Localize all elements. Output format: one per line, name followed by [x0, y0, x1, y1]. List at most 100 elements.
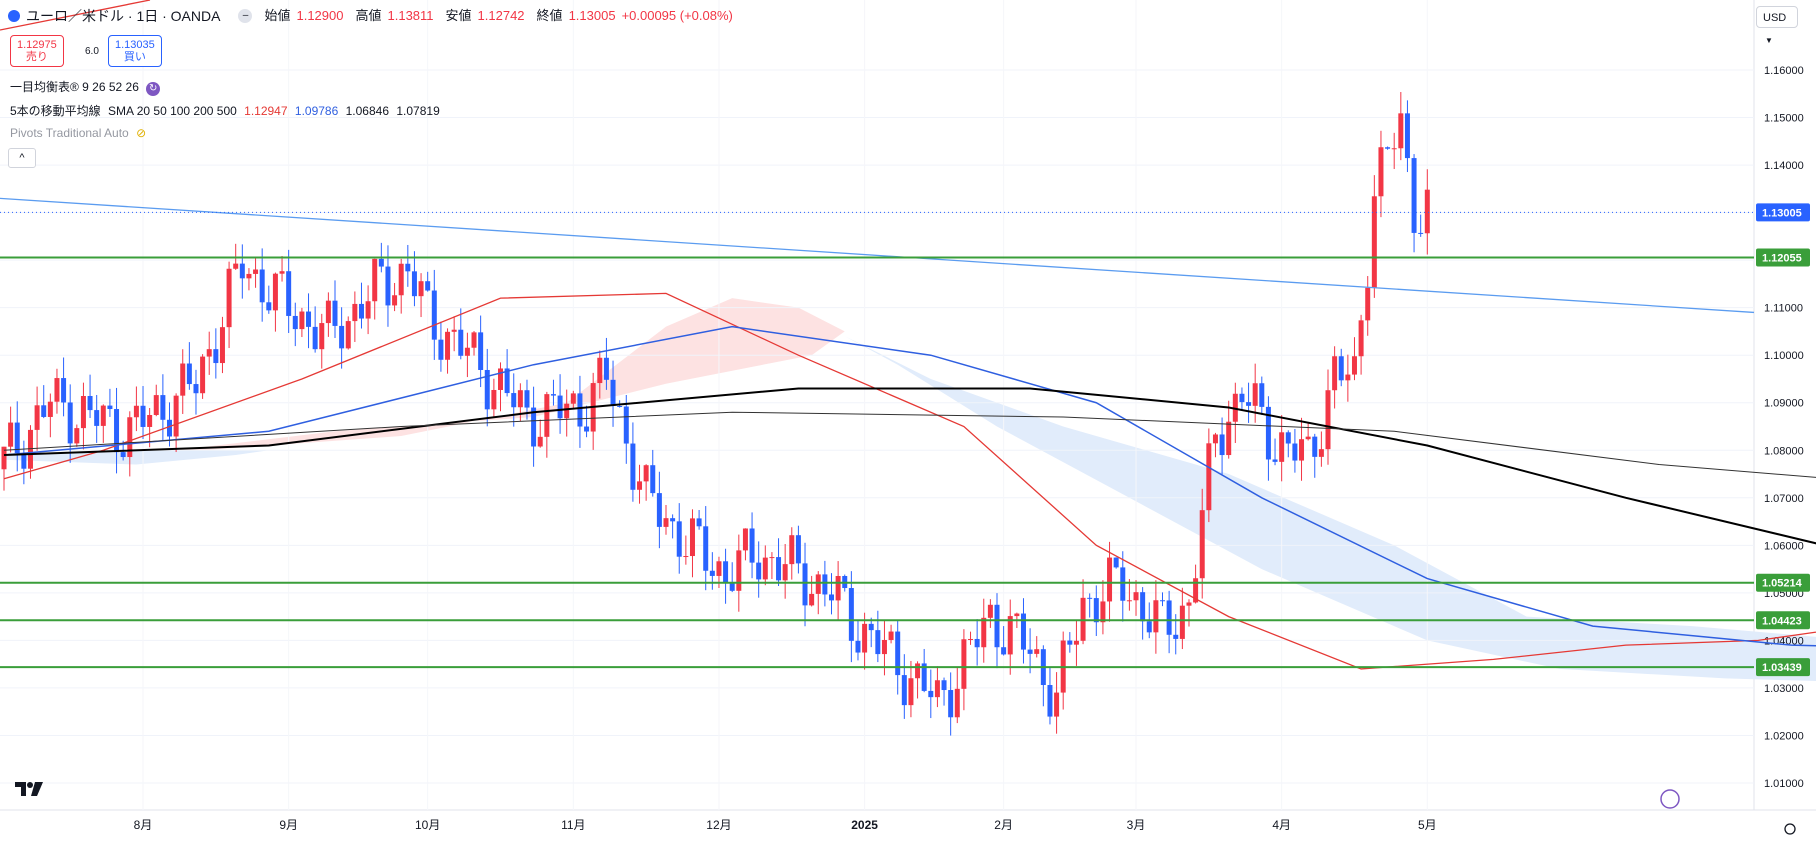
- candle-body: [809, 593, 815, 606]
- candle-body: [352, 303, 358, 322]
- sma-line-3: [3, 387, 1816, 545]
- candle-body: [961, 639, 967, 689]
- candle-body: [835, 575, 841, 601]
- candle-body: [478, 332, 484, 370]
- pivots-legend[interactable]: Pivots Traditional Auto ⊘: [10, 126, 146, 140]
- collapse-indicators-button[interactable]: ^: [8, 148, 36, 168]
- candle-body: [1226, 421, 1232, 456]
- candle-body: [1292, 443, 1298, 461]
- candle-body: [1338, 356, 1344, 381]
- close-value: 1.13005: [568, 8, 616, 23]
- sell-label: 売り: [25, 51, 48, 63]
- symbol-logo-icon: [8, 10, 20, 22]
- candle-body: [1206, 443, 1212, 511]
- candle-body: [180, 363, 186, 396]
- candle-body: [1246, 402, 1252, 406]
- candle-body: [1219, 434, 1225, 456]
- candle-body: [663, 518, 669, 527]
- candle-body: [656, 493, 662, 527]
- candle-body: [1391, 148, 1397, 150]
- candle-body: [239, 263, 245, 279]
- candle-body: [87, 396, 93, 411]
- x-tick-label: 2025: [851, 818, 878, 832]
- tradingview-logo[interactable]: [14, 780, 44, 803]
- candle-body: [498, 368, 503, 390]
- collapse-legend-button[interactable]: –: [238, 9, 253, 23]
- hidden-eye-icon[interactable]: ⊘: [136, 126, 147, 140]
- candle-body: [637, 481, 643, 490]
- candle-body: [1126, 600, 1132, 602]
- low-value: 1.12742: [477, 8, 525, 23]
- lightning-icon: [1660, 789, 1680, 809]
- candle-body: [597, 357, 603, 384]
- pivots-label: Pivots Traditional Auto: [10, 126, 129, 140]
- candle-body: [776, 557, 782, 581]
- candle-body: [1378, 147, 1384, 197]
- x-tick-label: 2月: [994, 818, 1013, 832]
- x-tick-label: 10月: [415, 818, 440, 832]
- candle-body: [186, 363, 192, 385]
- candle-body: [1398, 113, 1404, 149]
- candle-body: [756, 562, 762, 580]
- candle-body: [875, 630, 881, 655]
- candle-body: [736, 550, 742, 591]
- candle-body: [61, 378, 67, 403]
- candle-body: [782, 564, 788, 581]
- candle-body: [577, 393, 583, 427]
- candle-body: [365, 301, 371, 319]
- candle-body: [643, 465, 649, 482]
- x-tick-label: 5月: [1418, 818, 1437, 832]
- low-label: 安値: [445, 8, 472, 23]
- y-tick-label: 1.15000: [1764, 113, 1804, 125]
- candle-body: [100, 405, 106, 426]
- candle-body: [689, 518, 695, 557]
- candle-body: [1365, 287, 1371, 321]
- candle-body: [676, 521, 682, 557]
- candle-body: [385, 266, 391, 306]
- sma-value-3: 1.06846: [345, 104, 390, 118]
- candle-body: [279, 271, 285, 274]
- candle-body: [464, 347, 470, 356]
- candle-body: [392, 295, 398, 306]
- sell-button[interactable]: 1.12975 売り: [10, 35, 64, 67]
- price-label-box: [1756, 248, 1810, 267]
- candle-body: [120, 452, 126, 458]
- candle-body: [114, 409, 120, 453]
- price-label: 1.03439: [1762, 662, 1802, 674]
- candle-body: [511, 393, 517, 408]
- candle-body: [1034, 649, 1040, 654]
- candle-body: [41, 405, 47, 417]
- settings-gear-icon: [1784, 823, 1796, 835]
- candle-body: [1358, 320, 1364, 357]
- sma-legend[interactable]: 5本の移動平均線 SMA 20 50 100 200 500 1.12947 1…: [10, 102, 440, 119]
- candle-body: [921, 663, 927, 691]
- candle-body: [504, 368, 510, 394]
- candle-body: [749, 528, 755, 563]
- buy-button[interactable]: 1.13035 買い: [108, 35, 162, 67]
- candle-body: [709, 570, 715, 576]
- symbol-title[interactable]: ユーロ／米ドル · 1日 · OANDA: [26, 8, 221, 24]
- candle-body: [696, 518, 702, 527]
- x-tick-label: 11月: [561, 818, 585, 832]
- candle-body: [372, 258, 378, 302]
- y-tick-label: 1.07000: [1764, 493, 1804, 505]
- candle-body: [981, 617, 987, 648]
- price-label: 1.05214: [1762, 578, 1803, 590]
- chevron-up-icon: ^: [19, 152, 25, 164]
- candle-body: [848, 588, 854, 641]
- candle-body: [458, 329, 464, 356]
- candle-body: [80, 396, 86, 429]
- price-label-box: [1756, 658, 1810, 677]
- refresh-icon[interactable]: ↻: [146, 82, 161, 96]
- ichimoku-legend[interactable]: 一目均衡表® 9 26 52 26 ↻: [10, 78, 161, 96]
- candle-body: [1199, 510, 1205, 579]
- currency-button[interactable]: USD ▼: [1756, 6, 1798, 45]
- candle-body: [1014, 613, 1020, 617]
- candle-body: [213, 349, 219, 364]
- candle-body: [941, 680, 947, 691]
- kumo-bearish-1: [844, 336, 1816, 682]
- candle-body: [140, 405, 146, 427]
- candle-body: [1007, 616, 1013, 655]
- price-label-box: [1756, 611, 1810, 630]
